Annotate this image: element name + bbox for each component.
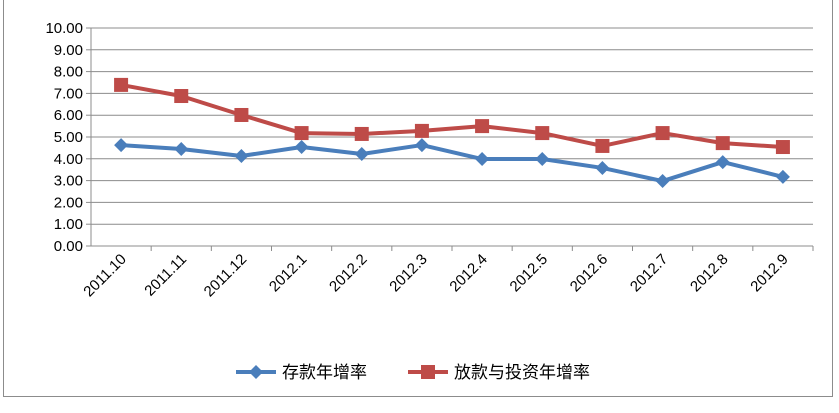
data-point [354,147,369,162]
y-tick-label: 5.00 [54,129,83,146]
data-point [595,160,610,175]
data-point [234,148,249,163]
data-point [655,126,670,141]
x-tick-label: 2011.12 [201,251,251,301]
x-tick-label: 2012.1 [266,251,310,295]
data-point [715,136,730,151]
data-point [174,89,189,104]
y-tick-label: 8.00 [54,64,83,81]
data-point [174,141,189,156]
data-point [715,155,730,170]
data-point [775,140,790,155]
data-point [294,126,309,141]
legend-marker [421,365,435,379]
legend-label: 存款年增率 [282,363,367,383]
y-tick-label: 7.00 [54,85,83,102]
data-point [414,138,429,153]
x-tick-label: 2012.2 [326,251,370,295]
x-tick-label: 2012.9 [747,251,791,295]
series-line-1 [120,82,784,150]
data-point [475,119,490,134]
data-point [414,123,429,138]
data-point [535,152,550,167]
data-point [234,107,249,122]
data-point [655,174,670,189]
x-tick-label: 2011.11 [141,251,190,300]
x-tick-label: 2012.8 [687,251,731,295]
y-tick-label: 9.00 [54,42,83,59]
series-line-0 [120,143,784,184]
x-tick-label: 2012.7 [627,251,671,295]
y-tick-label: 0.00 [54,238,83,255]
y-tick-label: 2.00 [54,194,83,211]
x-tick-label: 2012.5 [507,251,551,295]
data-point [595,138,610,153]
legend-label: 放款与投资年增率 [454,363,590,383]
data-point [114,138,129,153]
x-tick-label: 2012.6 [567,251,611,295]
y-tick-label: 10.00 [45,20,83,37]
x-tick-label: 2011.10 [80,251,130,301]
data-point [114,77,129,92]
legend-marker [249,365,263,379]
y-tick-label: 4.00 [54,151,83,168]
data-point [354,126,369,141]
x-tick-label: 2012.3 [386,251,430,295]
data-point [294,140,309,155]
y-tick-label: 3.00 [54,173,83,190]
x-tick-label: 2012.4 [446,251,490,295]
data-point [775,169,790,184]
data-point [535,126,550,141]
y-tick-label: 1.00 [54,216,83,233]
chart-frame [3,0,833,397]
y-tick-label: 6.00 [54,107,83,124]
data-point [475,152,490,167]
